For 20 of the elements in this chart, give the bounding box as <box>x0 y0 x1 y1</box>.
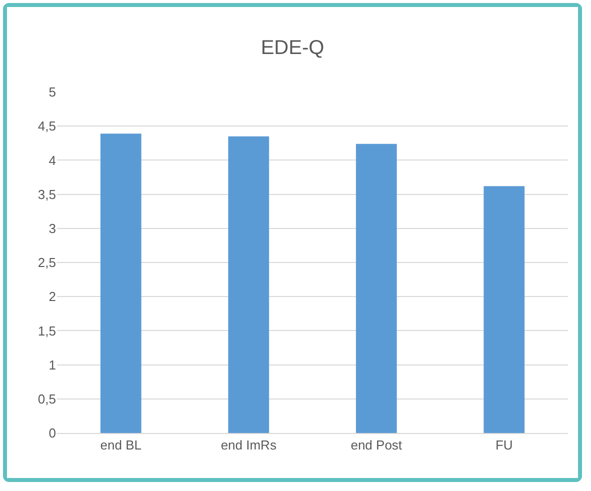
y-tick-label: 3,5 <box>38 186 56 202</box>
y-tick-label: 4,5 <box>38 118 56 134</box>
y-tick-label: 0 <box>48 426 56 441</box>
bar <box>484 186 525 433</box>
y-tick-label: 2 <box>48 289 56 304</box>
bar <box>100 134 142 433</box>
x-tick-label: end ImRs <box>220 438 277 453</box>
x-tick-label: FU <box>495 438 513 453</box>
y-tick-label: 4 <box>48 152 56 168</box>
bar <box>228 136 270 433</box>
y-tick-label: 0,5 <box>38 391 56 406</box>
y-tick-label: 1,5 <box>38 323 56 338</box>
y-tick-label: 1 <box>48 357 56 372</box>
x-tick-label: end Post <box>350 438 402 453</box>
bar <box>356 144 397 433</box>
chart-title: EDE-Q <box>260 36 324 59</box>
x-tick-label: end BL <box>100 438 142 453</box>
y-tick-label: 5 <box>48 84 56 100</box>
y-tick-label: 2,5 <box>38 255 56 270</box>
y-tick-label: 3 <box>48 220 56 236</box>
